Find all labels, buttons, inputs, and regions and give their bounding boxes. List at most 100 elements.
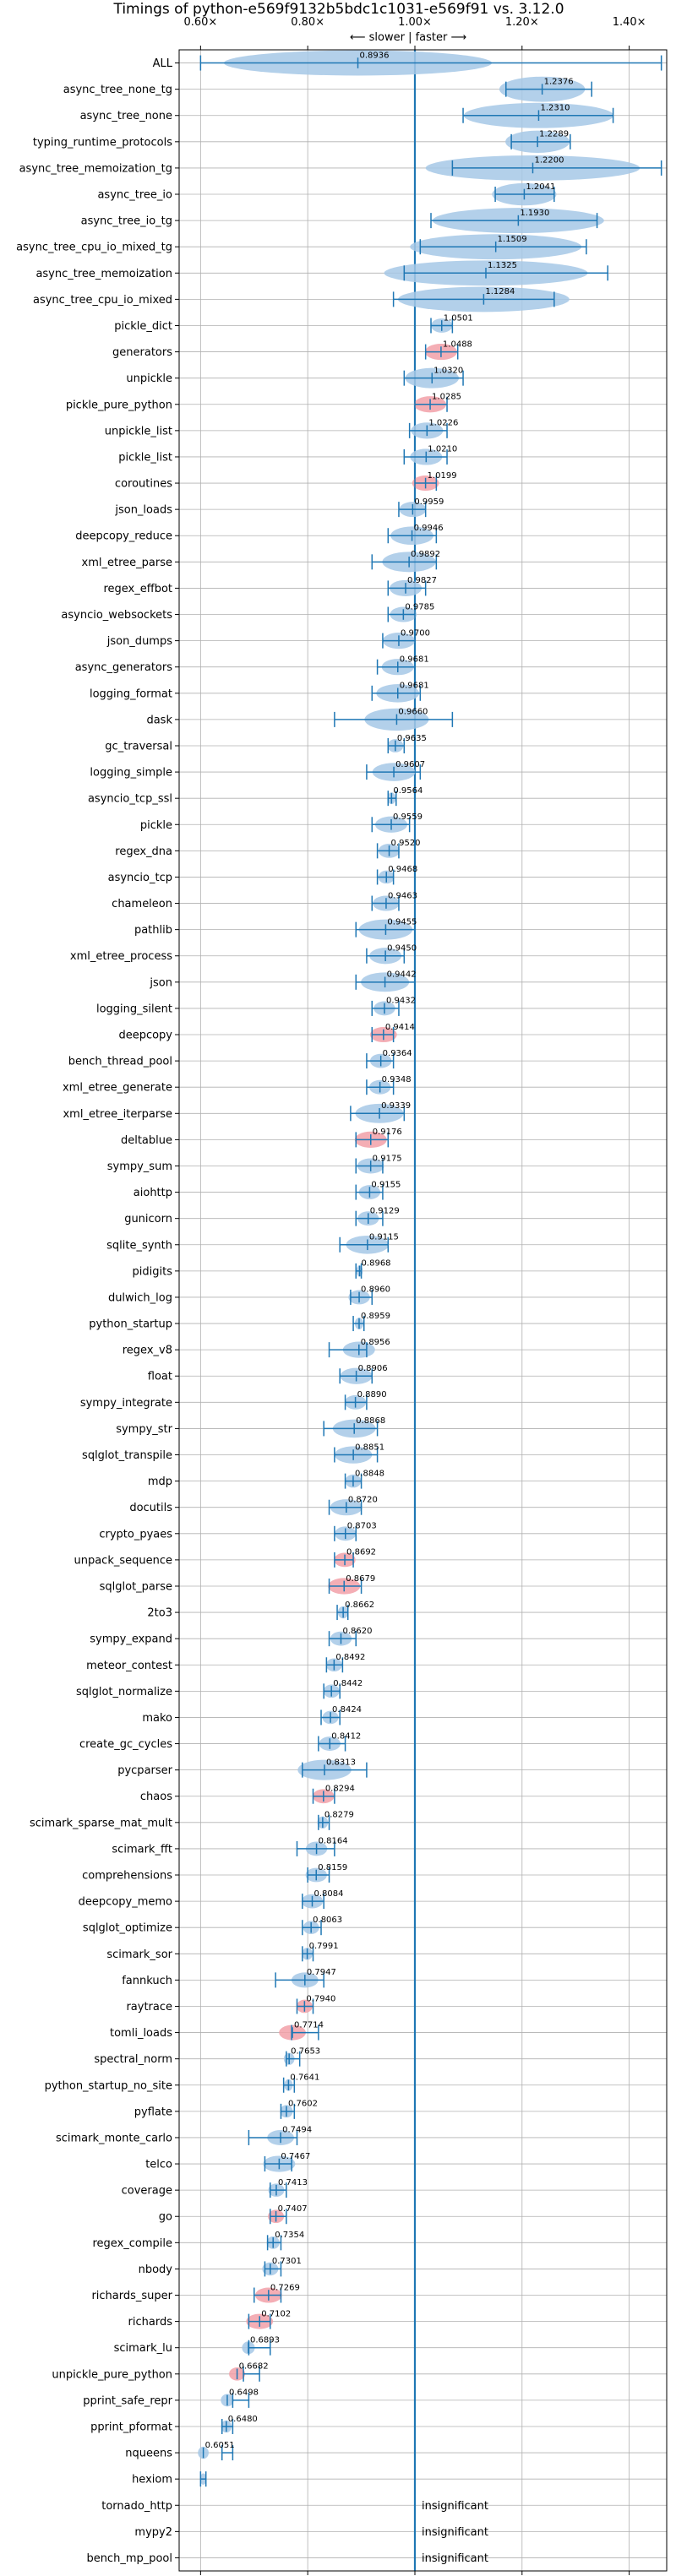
category-label-46: pidigits [133,1265,173,1278]
violin-group-12: 1.0320 [403,366,464,389]
violin-group-58: 0.8679 [328,1574,375,1595]
violin-group-41: 0.9176 [354,1128,402,1148]
category-label-83: regex_compile [92,2237,172,2250]
violin-group-26: 0.9635 [387,734,427,753]
violin-group-31: 0.9468 [376,865,417,885]
category-label-32: chameleon [112,898,172,910]
violin-group-38: 0.9364 [366,1049,412,1069]
value-label-7: 1.1509 [498,235,527,244]
category-label-52: sympy_str [116,1423,172,1436]
category-label-43: aiohttp [134,1187,172,1199]
violin-group-36: 0.9432 [371,997,416,1016]
value-label-67: 0.8279 [324,1811,354,1820]
value-label-79: 0.7494 [282,2126,312,2135]
value-label-80: 0.7467 [281,2152,310,2161]
violin-group-43: 0.9155 [355,1180,401,1200]
category-label-90: pprint_pformat [90,2421,172,2433]
value-label-1: 1.2376 [544,77,574,86]
category-label-65: pycparser [117,1764,172,1777]
value-label-18: 0.9946 [414,524,444,533]
violin-group-63: 0.8424 [320,1705,362,1725]
category-label-49: regex_v8 [123,1345,172,1357]
category-label-13: pickle_pure_python [66,399,172,411]
category-label-3: typing_runtime_protocols [33,136,172,149]
value-label-43: 0.9155 [371,1180,401,1189]
violin-group-13: 1.0285 [414,393,461,413]
value-label-39: 0.9348 [382,1075,412,1084]
value-label-5: 1.2041 [526,182,555,192]
value-label-90: 0.6480 [228,2415,258,2424]
violin-group-14: 1.0226 [408,419,458,439]
category-label-39: xml_etree_generate [63,1082,172,1095]
value-label-72: 0.7991 [309,1942,339,1951]
value-label-42: 0.9175 [373,1154,402,1163]
category-label-17: json_loads [114,504,172,517]
category-label-68: scimark_fft [112,1843,172,1856]
category-label-77: python_startup_no_site [45,2079,172,2092]
violin-group-28: 0.9564 [387,786,422,807]
category-label-64: create_gc_cycles [79,1738,172,1751]
category-label-11: generators [112,346,172,359]
value-label-24: 0.9681 [400,682,429,691]
violin-group-73: 0.7947 [275,1968,336,1988]
violin-group-62: 0.8442 [323,1679,363,1699]
value-label-14: 1.0226 [428,419,458,428]
category-label-18: deepcopy_reduce [75,530,172,543]
category-label-19: xml_etree_parse [82,557,172,569]
value-label-45: 0.9115 [369,1233,399,1242]
violin-group-90: 0.6480 [221,2415,258,2434]
value-label-86: 0.7102 [261,2309,291,2318]
value-label-89: 0.6498 [229,2389,259,2398]
category-label-75: tomli_loads [110,2027,172,2040]
violin-group-85: 0.7269 [254,2283,300,2303]
tick-label-top-3: 1.20× [505,16,539,29]
violin-group-82: 0.7407 [268,2204,308,2225]
category-label-37: deepcopy [118,1030,172,1042]
violin-group-68: 0.8164 [296,1837,348,1856]
violin-group-40: 0.9339 [350,1101,411,1123]
violin-group-29: 0.9559 [371,812,422,833]
violin-group-86: 0.7102 [246,2309,291,2329]
violin-group-74: 0.7940 [296,1994,335,2014]
violin-group-27: 0.9607 [366,760,425,781]
violin-group-56: 0.8703 [334,1522,377,1541]
violin-group-23: 0.9681 [376,655,429,676]
value-label-51: 0.8890 [357,1390,387,1399]
category-label-34: xml_etree_process [70,950,172,963]
violin-group-39: 0.9348 [366,1075,412,1095]
category-label-93: tornado_http [101,2500,172,2513]
value-label-88: 0.6682 [239,2362,269,2372]
category-label-62: sqlglot_normalize [76,1686,172,1698]
value-label-75: 0.7714 [294,2020,324,2030]
category-label-41: deltablue [121,1134,172,1147]
value-label-30: 0.9520 [391,839,421,848]
value-label-4: 1.2200 [534,156,564,166]
value-label-37: 0.9414 [385,1023,415,1032]
violin-group-42: 0.9175 [355,1154,402,1174]
category-label-92: hexiom [132,2474,172,2486]
violin-group-35: 0.9442 [355,970,417,992]
violin-group-19: 0.9892 [371,550,440,573]
category-label-35: json [149,976,172,989]
violin-group-79: 0.7494 [248,2126,312,2145]
violin-group-30: 0.9520 [376,839,421,859]
violin-group-47: 0.8960 [348,1285,390,1305]
value-label-60: 0.8620 [342,1627,372,1636]
category-label-73: fannkuch [122,1975,172,1987]
violin-group-59: 0.8662 [336,1600,374,1621]
category-label-38: bench_thread_pool [68,1056,172,1068]
category-label-26: gc_traversal [105,740,172,753]
category-label-60: sympy_expand [90,1633,172,1646]
category-label-6: async_tree_io_tg [81,215,172,228]
value-label-59: 0.8662 [345,1600,374,1610]
violin-group-50: 0.8906 [339,1364,388,1384]
value-label-22: 0.9700 [401,628,430,638]
violin-group-4: 1.2200 [425,155,662,181]
violin-group-46: 0.8968 [355,1259,391,1279]
violin-group-51: 0.8890 [344,1390,387,1410]
value-label-84: 0.7301 [272,2257,302,2266]
value-label-66: 0.8294 [325,1785,355,1794]
value-label-6: 1.1930 [520,209,549,218]
category-label-86: richards [128,2316,173,2329]
